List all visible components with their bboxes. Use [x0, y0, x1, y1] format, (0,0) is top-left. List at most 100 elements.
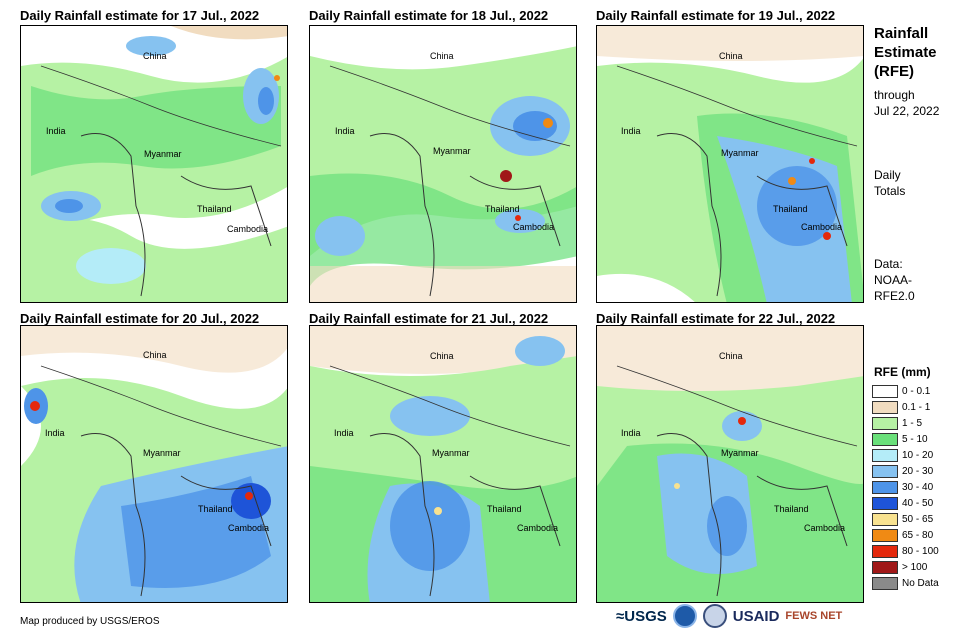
panel-title-19: Daily Rainfall estimate for 19 Jul., 202…	[596, 8, 836, 23]
label-myanmar: Myanmar	[721, 148, 759, 158]
legend-swatch	[872, 560, 898, 574]
sidebar-daily-block: Daily Totals	[874, 167, 905, 199]
legend-swatch	[872, 544, 898, 558]
label-china: China	[430, 351, 454, 361]
legend-label: 20 - 30	[902, 465, 934, 477]
sidebar-totals: Totals	[874, 184, 906, 198]
rainfall-map-21	[310, 326, 576, 602]
fews-net-logo: FEWS NET	[785, 610, 843, 622]
rainfall-map-20	[21, 326, 287, 602]
legend-label: 0 - 0.1	[902, 385, 931, 397]
label-thailand: Thailand	[485, 204, 520, 214]
panel-title-17: Daily Rainfall estimate for 17 Jul., 202…	[20, 8, 260, 23]
label-india: India	[334, 428, 354, 438]
legend-swatch	[872, 432, 898, 446]
sidebar-daily: Daily	[874, 168, 901, 182]
sidebar-data-label: Data:	[874, 257, 903, 271]
label-thailand: Thailand	[198, 504, 233, 514]
legend-swatch	[872, 576, 898, 590]
panel-title-20: Daily Rainfall estimate for 20 Jul., 202…	[20, 311, 260, 326]
legend-label: 10 - 20	[902, 449, 934, 461]
legend-label: > 100	[902, 561, 928, 573]
label-china: China	[719, 351, 743, 361]
label-china: China	[719, 51, 743, 61]
legend-item: > 100	[872, 559, 939, 575]
map-panel-22[interactable]: China India Myanmar Thailand Cambodia	[596, 325, 864, 603]
legend-item: 20 - 30	[872, 463, 939, 479]
usgs-logo: ≈USGS	[616, 607, 667, 625]
label-myanmar: Myanmar	[432, 448, 470, 458]
sidebar-title: Rainfall Estimate (RFE)	[874, 24, 937, 81]
usaid-logo: USAID	[732, 607, 780, 625]
label-cambodia: Cambodia	[804, 523, 846, 533]
map-panel-20[interactable]: China India Myanmar Thailand Cambodia	[20, 325, 288, 603]
label-myanmar: Myanmar	[721, 448, 759, 458]
legend-item: 1 - 5	[872, 415, 939, 431]
panel-title-22: Daily Rainfall estimate for 22 Jul., 202…	[596, 311, 836, 326]
legend-item: 65 - 80	[872, 527, 939, 543]
panel-title-18: Daily Rainfall estimate for 18 Jul., 202…	[309, 8, 549, 23]
legend-swatch	[872, 512, 898, 526]
label-cambodia: Cambodia	[228, 523, 270, 533]
label-cambodia: Cambodia	[227, 224, 269, 234]
legend-swatch	[872, 448, 898, 462]
sidebar-date-block: through Jul 22, 2022	[874, 87, 939, 119]
legend-item: No Data	[872, 575, 939, 591]
map-panel-21[interactable]: China India Myanmar Thailand Cambodia	[309, 325, 577, 603]
legend-swatch	[872, 400, 898, 414]
logo-bar: ≈USGS USAID FEWS NET	[616, 604, 842, 628]
legend-label: 65 - 80	[902, 529, 934, 541]
rainfall-map-18	[310, 46, 576, 302]
legend-label: 80 - 100	[902, 545, 939, 557]
label-cambodia: Cambodia	[513, 222, 555, 232]
label-myanmar: Myanmar	[144, 149, 182, 159]
map-panel-19[interactable]: China India Myanmar Thailand Cambodia	[596, 25, 864, 303]
sidebar-date: Jul 22, 2022	[874, 104, 940, 118]
label-cambodia: Cambodia	[517, 523, 559, 533]
legend-item: 0.1 - 1	[872, 399, 939, 415]
legend-label: No Data	[902, 577, 939, 589]
label-thailand: Thailand	[774, 504, 809, 514]
sidebar-title-line1: Rainfall	[874, 25, 929, 42]
label-thailand: Thailand	[487, 504, 522, 514]
legend-swatch	[872, 528, 898, 542]
map-panel-18[interactable]: China India Myanmar Thailand Cambodia	[309, 25, 577, 303]
legend-item: 80 - 100	[872, 543, 939, 559]
legend-label: 0.1 - 1	[902, 401, 931, 413]
rainfall-map-22	[597, 326, 863, 602]
label-india: India	[621, 126, 641, 136]
map-panel-17[interactable]: China India Myanmar Thailand Cambodia	[20, 25, 288, 303]
legend-item: 30 - 40	[872, 479, 939, 495]
sidebar-data-source: Data: NOAA- RFE2.0	[874, 256, 915, 304]
sidebar-title-line3: (RFE)	[874, 63, 914, 80]
usaid-seal-icon	[702, 604, 727, 628]
label-india: India	[335, 126, 355, 136]
rainfall-map-17	[21, 26, 287, 302]
label-myanmar: Myanmar	[143, 448, 181, 458]
legend-swatch	[872, 384, 898, 398]
label-thailand: Thailand	[197, 204, 232, 214]
legend-item: 0 - 0.1	[872, 383, 939, 399]
label-china: China	[143, 350, 167, 360]
legend-label: 50 - 65	[902, 513, 934, 525]
panel-title-21: Daily Rainfall estimate for 21 Jul., 202…	[309, 311, 549, 326]
legend-label: 1 - 5	[902, 417, 923, 429]
label-china: China	[143, 51, 167, 61]
label-china: China	[430, 51, 454, 61]
legend: 0 - 0.1 0.1 - 1 1 - 5 5 - 10 10 - 20 20 …	[872, 383, 939, 591]
legend-label: 30 - 40	[902, 481, 934, 493]
legend-swatch	[872, 416, 898, 430]
label-cambodia: Cambodia	[801, 222, 843, 232]
legend-swatch	[872, 464, 898, 478]
sidebar-through: through	[874, 88, 915, 102]
label-thailand: Thailand	[773, 204, 808, 214]
sidebar-source-line2: RFE2.0	[874, 289, 915, 303]
label-india: India	[46, 126, 66, 136]
legend-item: 50 - 65	[872, 511, 939, 527]
legend-item: 10 - 20	[872, 447, 939, 463]
label-india: India	[45, 428, 65, 438]
legend-label: 5 - 10	[902, 433, 928, 445]
label-myanmar: Myanmar	[433, 146, 471, 156]
sidebar-title-line2: Estimate	[874, 44, 937, 61]
legend-label: 40 - 50	[902, 497, 934, 509]
